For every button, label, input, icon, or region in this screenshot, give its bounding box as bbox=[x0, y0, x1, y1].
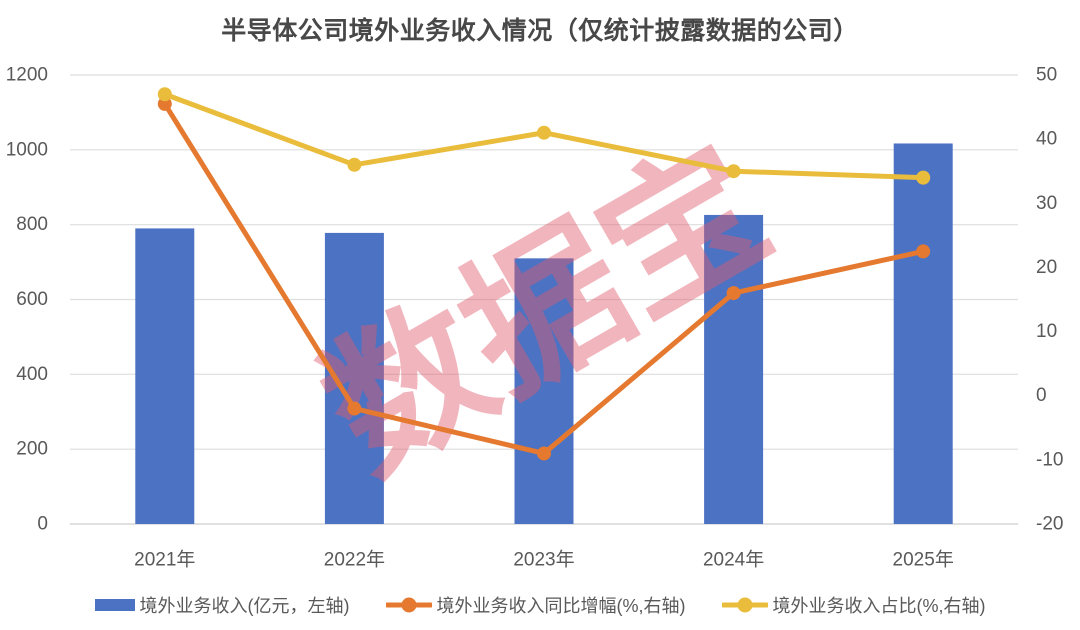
right-axis-label-0: 0 bbox=[1036, 385, 1047, 406]
legend-label-share: 境外业务收入占比(%,右轴) bbox=[772, 596, 986, 616]
right-axis-label-10: 10 bbox=[1036, 321, 1057, 342]
share-point-2022年 bbox=[347, 157, 362, 172]
left-axis-label-200: 200 bbox=[16, 439, 48, 460]
right-axis-label-20: 20 bbox=[1036, 257, 1057, 278]
left-axis-label-800: 800 bbox=[16, 214, 48, 235]
x-axis-label-2023年: 2023年 bbox=[513, 549, 574, 571]
legend-label-growth: 境外业务收入同比增幅(%,右轴) bbox=[436, 596, 686, 616]
share-point-2023年 bbox=[537, 125, 551, 140]
x-axis-label-2021年: 2021年 bbox=[134, 549, 195, 571]
left-axis-label-0: 0 bbox=[37, 514, 48, 535]
left-axis-label-400: 400 bbox=[16, 364, 48, 385]
share-point-2024年 bbox=[726, 164, 741, 179]
growth-point-2024年 bbox=[726, 286, 741, 301]
bar-2024年 bbox=[704, 214, 764, 524]
right-axis-label--20: -20 bbox=[1036, 514, 1063, 535]
left-axis-label-600: 600 bbox=[16, 289, 48, 310]
bar-2021年 bbox=[135, 228, 195, 525]
left-axis-label-1000: 1000 bbox=[6, 139, 48, 160]
line-dot-swatch-icon bbox=[721, 597, 768, 613]
legend-item-revenue: 境外业务收入(亿元，左轴) bbox=[94, 592, 350, 618]
bar-swatch-icon bbox=[94, 599, 135, 611]
growth-point-2022年 bbox=[347, 401, 362, 416]
legend-label-revenue: 境外业务收入(亿元，左轴) bbox=[139, 596, 350, 616]
share-point-2025年 bbox=[916, 170, 931, 185]
left-axis-label-1200: 1200 bbox=[6, 65, 48, 86]
x-axis-label-2025年: 2025年 bbox=[893, 549, 954, 571]
legend-item-share: 境外业务收入占比(%,右轴) bbox=[721, 592, 986, 618]
x-axis-label-2022年: 2022年 bbox=[324, 549, 385, 571]
right-axis-label--10: -10 bbox=[1036, 449, 1063, 470]
right-axis-label-30: 30 bbox=[1036, 193, 1057, 214]
bar-2023年 bbox=[514, 258, 574, 524]
legend: 境外业务收入(亿元，左轴) 境外业务收入同比增幅(%,右轴) 境外业务收入占比(… bbox=[0, 592, 1080, 618]
bar-2025年 bbox=[893, 143, 953, 524]
legend-item-growth: 境外业务收入同比增幅(%,右轴) bbox=[385, 592, 686, 618]
growth-point-2021年 bbox=[157, 96, 172, 111]
share-point-2021年 bbox=[157, 87, 172, 102]
growth-point-2023年 bbox=[537, 446, 551, 461]
right-axis-label-50: 50 bbox=[1036, 65, 1057, 86]
combo-chart-canvas: 数据宝020040060080010001200-20-100102030405… bbox=[6, 65, 1064, 571]
line-dot-swatch-icon bbox=[385, 597, 432, 613]
x-axis-label-2024年: 2024年 bbox=[703, 549, 764, 571]
growth-point-2025年 bbox=[916, 244, 931, 259]
right-axis-label-40: 40 bbox=[1036, 129, 1057, 150]
chart-title: 半导体公司境外业务收入情况（仅统计披露数据的公司） bbox=[221, 17, 859, 45]
